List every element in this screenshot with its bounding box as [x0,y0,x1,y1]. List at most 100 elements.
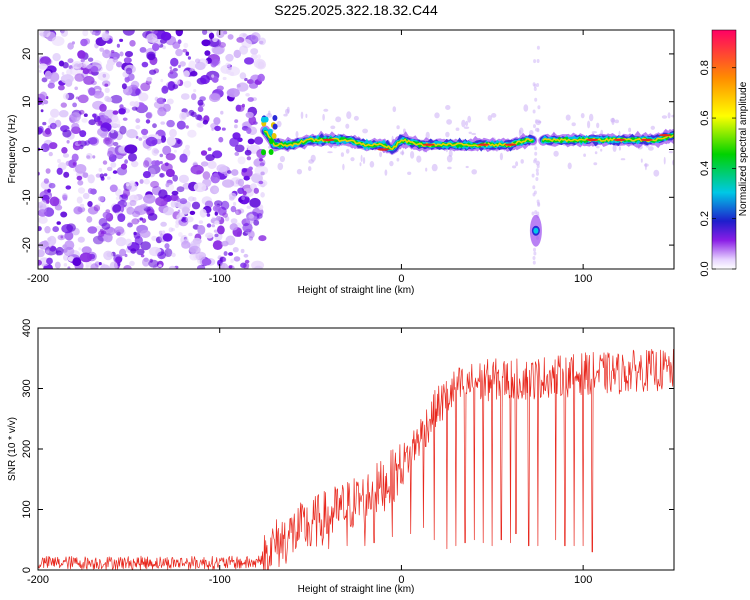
colorbar-tick-label-2: 0.4 [699,161,711,176]
noise-blob [165,182,170,188]
noise-blob [64,231,74,241]
noise-blob [38,127,43,135]
noise-blob [214,233,219,238]
noise-blob [199,208,207,218]
noise-blob [116,61,123,68]
streak-blob [533,251,537,256]
noise-blob [136,248,145,255]
noise-blob [63,171,70,178]
noise-blob [66,68,73,76]
noise-blob [200,161,209,167]
ridge-hotspot-2 [422,143,435,146]
faint-blob [396,125,400,130]
noise-blob [213,186,219,194]
noise-blob [243,175,250,181]
noise-blob [125,51,133,58]
noise-blob [166,136,176,146]
faint-blob [296,168,302,175]
noise-blob [177,139,181,145]
noise-blob [86,216,93,223]
noise-blob [202,171,211,180]
noise-blob [99,103,107,112]
noise-blob [194,58,201,64]
noise-blob [256,213,263,219]
noise-blob [198,220,204,224]
faint-blob [360,154,363,162]
noise-blob [49,196,60,207]
noise-blob [92,30,101,36]
noise-blob [139,179,144,184]
noise-blob [67,58,74,64]
noise-blob [83,113,88,117]
noise-blob [77,94,89,104]
noise-blob [236,231,242,237]
noise-blob [92,113,97,118]
faint-blob [455,127,460,131]
noise-blob [253,219,260,226]
faint-blob [431,163,438,172]
noise-blob [254,165,269,176]
noise-blob [118,108,126,115]
noise-blob [222,76,227,81]
noise-blob [38,226,42,232]
noise-blob [69,66,82,76]
noise-blob [172,68,178,72]
noise-blob [93,204,101,212]
noise-blob [87,226,98,234]
noise-blob [171,190,179,196]
faint-blob [353,115,359,121]
noise-blob [187,129,197,138]
ridge-hotspot-1 [377,148,390,151]
faint-blob [471,169,478,175]
noise-blob [72,102,77,108]
streak-blob [535,168,539,173]
noise-blob [189,210,196,215]
faint-blob [345,123,350,129]
faint-blob [362,157,366,164]
noise-blob [251,173,263,184]
noise-blob [146,76,153,82]
noise-blob [163,206,174,216]
noise-blob [126,129,138,139]
noise-blob [110,118,121,127]
noise-blob [178,64,181,69]
noise-blob [85,264,89,269]
noise-blob [97,203,101,207]
faint-blob [661,115,668,119]
noise-blob [168,265,176,269]
spectrogram-y-axis-label: Frequency (Hz) [7,115,18,184]
noise-blob [183,80,192,88]
noise-blob [49,122,57,130]
noise-blob [254,136,264,145]
faint-blob [425,167,428,172]
noise-blob [110,162,117,168]
noise-blob [214,125,222,132]
noise-blob [90,65,99,73]
noise-blob [145,136,158,147]
noise-blob [39,30,51,38]
noise-blob [102,160,108,165]
noise-blob [140,241,151,251]
noise-blob [84,140,90,146]
noise-blob [124,202,127,206]
faint-blob [322,113,325,121]
noise-blob [194,61,206,71]
noise-blob [182,48,188,53]
noise-blob [179,61,186,67]
snr-panel: -200 -100 0 100 0 100 200 300 400 Height of str… [7,319,675,595]
noise-blob [197,99,204,106]
noise-blob [251,53,258,60]
noise-blob [75,164,87,174]
faint-blob [628,127,632,133]
noise-blob [56,221,61,225]
faint-blob [668,151,674,154]
noise-blob [82,192,90,200]
streak-blob [532,109,536,114]
noise-blob [253,187,259,194]
faint-blob [571,122,576,127]
faint-blob [644,162,647,171]
ridge-hotspot-0 [322,138,335,142]
noise-blob [103,250,114,261]
noise-blob [220,110,224,115]
noise-blob [119,248,127,257]
